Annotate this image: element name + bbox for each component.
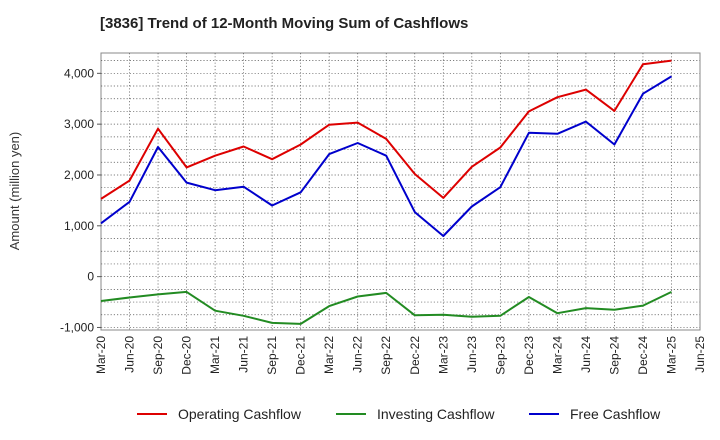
- x-tick-label: Sep-22: [379, 336, 393, 375]
- x-tick-label: Mar-24: [550, 336, 564, 374]
- x-tick-label: Dec-22: [408, 336, 422, 375]
- x-tick-label: Jun-22: [351, 336, 365, 373]
- chart-title: [3836] Trend of 12-Month Moving Sum of C…: [100, 15, 468, 32]
- y-tick-label: -1,000: [60, 320, 94, 334]
- x-tick-label: Dec-20: [180, 336, 194, 375]
- x-tick-label: Jun-25: [693, 336, 707, 373]
- y-axis-label: Amount (million yen): [7, 132, 22, 251]
- x-tick-label: Sep-24: [607, 336, 621, 375]
- x-tick-label: Mar-23: [436, 336, 450, 374]
- legend-label: Free Cashflow: [570, 406, 661, 422]
- x-tick-label: Sep-21: [265, 336, 279, 375]
- y-tick-label: 4,000: [64, 66, 94, 80]
- x-tick-label: Dec-24: [636, 336, 650, 375]
- x-tick-label: Jun-20: [123, 336, 137, 373]
- x-tick-label: Dec-23: [522, 336, 536, 375]
- legend-label: Operating Cashflow: [178, 406, 302, 422]
- y-tick-label: 1,000: [64, 219, 94, 233]
- x-tick-label: Mar-22: [322, 336, 336, 374]
- legend-label: Investing Cashflow: [377, 406, 495, 422]
- y-axis-ticks: -1,000 0 1,000 2,000 3,000 4,000: [60, 66, 101, 334]
- gridlines: [101, 53, 700, 330]
- series-line: [100, 75, 673, 237]
- x-tick-label: Mar-21: [208, 336, 222, 374]
- y-tick-label: 2,000: [64, 168, 94, 182]
- x-tick-label: Sep-23: [493, 336, 507, 375]
- x-tick-label: Jun-23: [465, 336, 479, 373]
- x-tick-label: Jun-24: [579, 336, 593, 373]
- x-tick-label: Dec-21: [294, 336, 308, 375]
- x-tick-label: Mar-25: [664, 336, 678, 374]
- y-tick-label: 0: [87, 270, 94, 284]
- plot-area: [100, 52, 701, 331]
- x-tick-label: Mar-20: [94, 336, 108, 374]
- x-tick-label: Sep-20: [151, 336, 165, 375]
- legend: Operating Cashflow Investing Cashflow Free…: [137, 406, 661, 422]
- series-line: [100, 290, 672, 325]
- y-tick-label: 3,000: [64, 117, 94, 131]
- series-line: [100, 59, 672, 200]
- x-tick-label: Jun-21: [237, 336, 251, 373]
- series-lines: [100, 59, 673, 325]
- x-axis-ticks: Mar-20 Jun-20 Sep-20 Dec-20 Mar-21 Jun-21 Sep-…: [94, 336, 707, 375]
